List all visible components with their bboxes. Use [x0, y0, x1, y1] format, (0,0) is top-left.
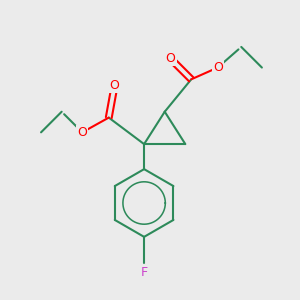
Text: F: F	[140, 266, 148, 279]
Text: O: O	[166, 52, 176, 65]
Text: O: O	[213, 61, 223, 74]
Text: O: O	[77, 126, 87, 139]
Text: O: O	[110, 79, 120, 92]
